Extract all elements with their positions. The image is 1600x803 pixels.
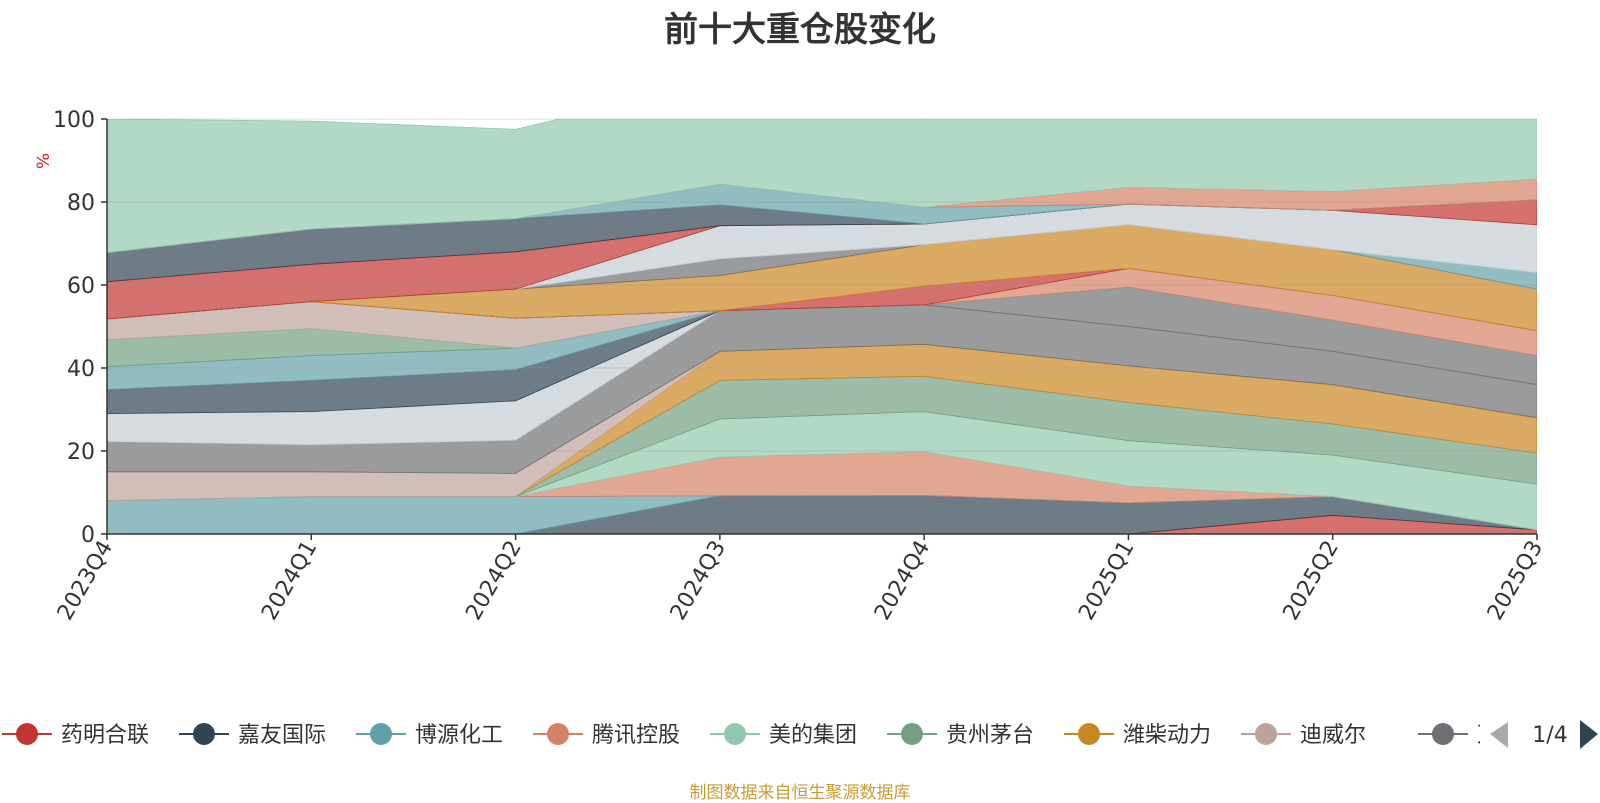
legend-marker (1255, 723, 1277, 745)
legend-marker (724, 723, 746, 745)
legend-label: 药明合联 (61, 723, 149, 748)
x-tick-label: 2023Q4 (53, 537, 118, 625)
area-series-26[interactable] (107, 80, 1537, 254)
legend-item[interactable]: 贵州茅台 (887, 723, 1034, 748)
legend-label: 腾讯控股 (592, 723, 680, 748)
y-tick-label: 80 (67, 191, 95, 216)
x-tick-label: 2024Q2 (461, 537, 526, 625)
y-tick-label: 20 (67, 440, 95, 465)
legend-item[interactable]: 腾讯控股 (533, 723, 680, 748)
x-tick-label: 2025Q2 (1279, 537, 1344, 625)
x-tick-label: 2024Q3 (666, 537, 731, 625)
legend-item[interactable]: 博源化工 (356, 723, 503, 748)
chart-title: 前十大重仓股变化 (664, 10, 936, 50)
legend-label: 博源化工 (415, 723, 503, 748)
legend-label: 万华化学 (1477, 723, 1565, 748)
legend-label: 美的集团 (769, 723, 857, 748)
legend-item[interactable]: 美的集团 (710, 723, 857, 748)
x-tick-label: 2025Q3 (1483, 537, 1548, 625)
legend-item[interactable]: 潍柴动力 (1064, 723, 1211, 748)
legend-label: 迪威尔 (1300, 723, 1366, 748)
y-tick-label: 60 (67, 274, 95, 299)
y-tick-label: 100 (53, 108, 95, 133)
legend-marker (1432, 723, 1454, 745)
y-tick-label: 40 (67, 357, 95, 382)
y-axis-label: % (34, 153, 54, 169)
y-tick-label: 0 (81, 523, 95, 548)
source-note: 制图数据来自恒生聚源数据库 (689, 783, 911, 803)
legend-page-indicator: 1/4 (1532, 723, 1567, 748)
x-tick-label: 2024Q4 (870, 537, 935, 625)
legend-marker (1078, 723, 1100, 745)
legend-marker (547, 723, 569, 745)
legend-item[interactable]: 嘉友国际 (179, 723, 326, 748)
legend-marker (901, 723, 923, 745)
legend-label: 贵州茅台 (946, 723, 1034, 748)
legend-item[interactable]: 药明合联 (2, 723, 149, 748)
legend-marker (370, 723, 392, 745)
legend-prev-icon[interactable] (1490, 722, 1508, 748)
legend-item[interactable]: 迪威尔 (1241, 723, 1366, 748)
legend-label: 潍柴动力 (1123, 723, 1211, 748)
legend-marker (16, 723, 38, 745)
legend-marker (193, 723, 215, 745)
x-tick-label: 2025Q1 (1074, 537, 1139, 625)
x-tick-label: 2024Q1 (257, 537, 322, 625)
legend-next-icon[interactable] (1580, 720, 1598, 749)
legend-label: 嘉友国际 (238, 723, 326, 748)
legend-item[interactable]: 万华化学 (1418, 723, 1565, 748)
